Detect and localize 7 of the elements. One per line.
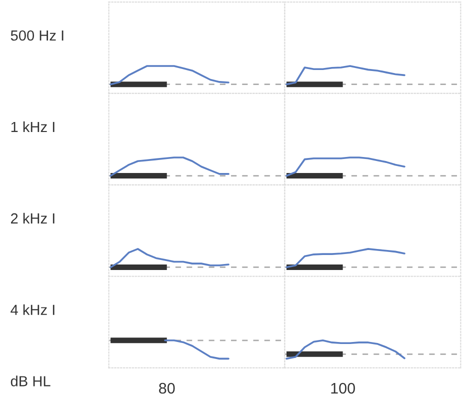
y-axis-title: 4 kHz I: [10, 304, 54, 315]
text: dB HL: [10, 376, 50, 386]
y-axis-title: 500 Hz I: [10, 30, 64, 41]
x-axis-title: 80: [159, 382, 175, 394]
y-axis-title: 1 kHz I: [11, 121, 54, 132]
x-axis-title: 100: [331, 382, 355, 394]
y-axis-title: 2 kHz I: [11, 212, 54, 224]
